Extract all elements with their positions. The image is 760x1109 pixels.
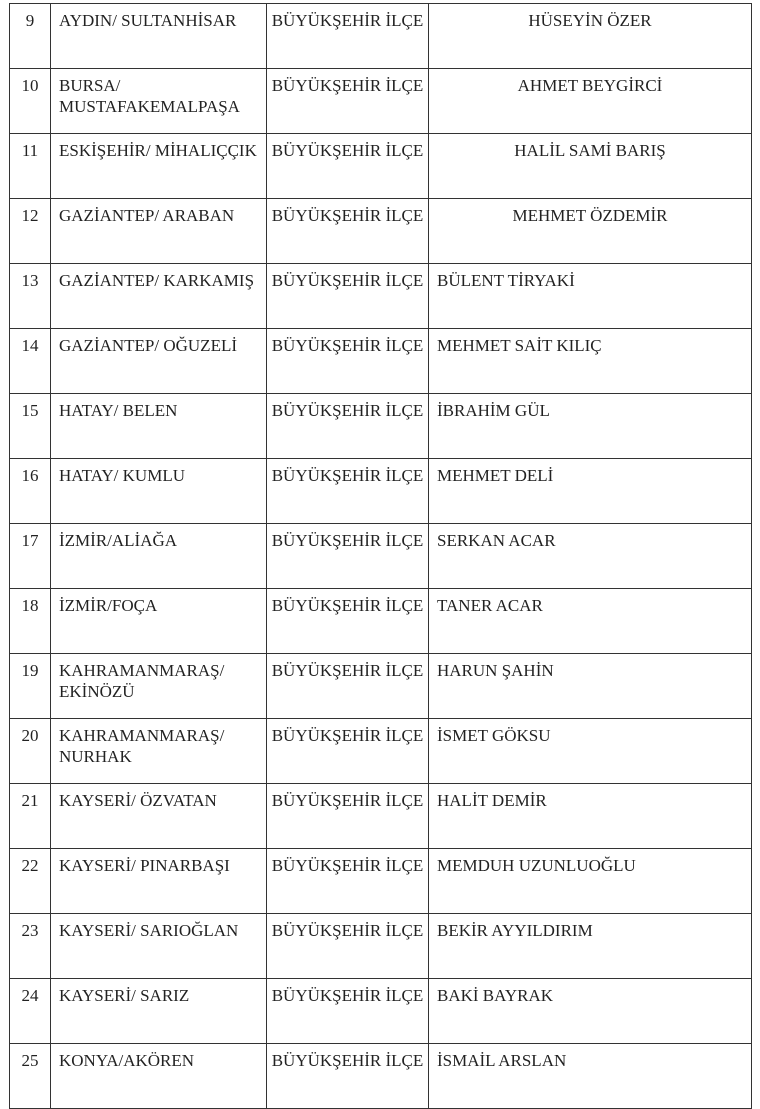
table-row: 12 GAZİANTEP/ ARABAN BÜYÜKŞEHİR İLÇE MEHMET… (9, 198, 752, 264)
place-cell: ESKİŞEHİR/ MİHALIÇÇIK (50, 133, 267, 199)
type-cell: BÜYÜKŞEHİR İLÇE (266, 263, 429, 329)
row-number: 12 (9, 198, 51, 264)
mayor-name-cell: İBRAHİM GÜL (428, 393, 752, 459)
place-cell: GAZİANTEP/ ARABAN (50, 198, 267, 264)
type-cell: BÜYÜKŞEHİR İLÇE (266, 198, 429, 264)
table-row: 16 HATAY/ KUMLU BÜYÜKŞEHİR İLÇE MEHMET DELİ (9, 458, 752, 524)
mayor-name-cell: HALİL SAMİ BARIŞ (428, 133, 752, 199)
table-row: 10 BURSA/ MUSTAFAKEMALPAŞA BÜYÜKŞEHİR İLÇE… (9, 68, 752, 134)
table-row: 21 KAYSERİ/ ÖZVATAN BÜYÜKŞEHİR İLÇE HALİT D… (9, 783, 752, 849)
row-number: 17 (9, 523, 51, 589)
type-cell: BÜYÜKŞEHİR İLÇE (266, 783, 429, 849)
row-number: 18 (9, 588, 51, 654)
table-row: 25 KONYA/AKÖREN BÜYÜKŞEHİR İLÇE İSMAİL ARSL… (9, 1043, 752, 1109)
type-cell: BÜYÜKŞEHİR İLÇE (266, 588, 429, 654)
type-cell: BÜYÜKŞEHİR İLÇE (266, 913, 429, 979)
mayor-name-cell: MEMDUH UZUNLUOĞLU (428, 848, 752, 914)
row-number: 15 (9, 393, 51, 459)
place-cell: AYDIN/ SULTANHİSAR (50, 3, 267, 69)
type-cell: BÜYÜKŞEHİR İLÇE (266, 133, 429, 199)
place-cell: GAZİANTEP/ OĞUZELİ (50, 328, 267, 394)
type-cell: BÜYÜKŞEHİR İLÇE (266, 328, 429, 394)
place-cell: BURSA/ MUSTAFAKEMALPAŞA (50, 68, 267, 134)
row-number: 23 (9, 913, 51, 979)
mayor-name-cell: BAKİ BAYRAK (428, 978, 752, 1044)
type-cell: BÜYÜKŞEHİR İLÇE (266, 68, 429, 134)
row-number: 13 (9, 263, 51, 329)
row-number: 14 (9, 328, 51, 394)
place-cell: KAYSERİ/ ÖZVATAN (50, 783, 267, 849)
type-cell: BÜYÜKŞEHİR İLÇE (266, 718, 429, 784)
place-cell: İZMİR/FOÇA (50, 588, 267, 654)
row-number: 25 (9, 1043, 51, 1109)
mayor-name-cell: TANER ACAR (428, 588, 752, 654)
mayor-name-cell: SERKAN ACAR (428, 523, 752, 589)
row-number: 21 (9, 783, 51, 849)
mayor-name-cell: İSMET GÖKSU (428, 718, 752, 784)
mayor-name-cell: MEHMET SAİT KILIÇ (428, 328, 752, 394)
place-cell: HATAY/ BELEN (50, 393, 267, 459)
mayor-name-cell: MEHMET DELİ (428, 458, 752, 524)
place-cell: HATAY/ KUMLU (50, 458, 267, 524)
mayor-name-cell: AHMET BEYGİRCİ (428, 68, 752, 134)
type-cell: BÜYÜKŞEHİR İLÇE (266, 3, 429, 69)
mayor-name-cell: BÜLENT TİRYAKİ (428, 263, 752, 329)
mayor-name-cell: HALİT DEMİR (428, 783, 752, 849)
table-row: 23 KAYSERİ/ SARIOĞLAN BÜYÜKŞEHİR İLÇE BEKİR… (9, 913, 752, 979)
table-row: 20 KAHRAMANMARAŞ/ NURHAK BÜYÜKŞEHİR İLÇE İS… (9, 718, 752, 784)
table-row: 14 GAZİANTEP/ OĞUZELİ BÜYÜKŞEHİR İLÇE MEHME… (9, 328, 752, 394)
place-cell: KONYA/AKÖREN (50, 1043, 267, 1109)
place-cell: KAHRAMANMARAŞ/ EKİNÖZÜ (50, 653, 267, 719)
table-body: 9 AYDIN/ SULTANHİSAR BÜYÜKŞEHİR İLÇE HÜSEYİ… (9, 3, 752, 1109)
place-cell: KAYSERİ/ SARIOĞLAN (50, 913, 267, 979)
type-cell: BÜYÜKŞEHİR İLÇE (266, 848, 429, 914)
place-cell: KAYSERİ/ PINARBAŞI (50, 848, 267, 914)
type-cell: BÜYÜKŞEHİR İLÇE (266, 523, 429, 589)
mayor-name-cell: MEHMET ÖZDEMİR (428, 198, 752, 264)
type-cell: BÜYÜKŞEHİR İLÇE (266, 978, 429, 1044)
row-number: 19 (9, 653, 51, 719)
type-cell: BÜYÜKŞEHİR İLÇE (266, 393, 429, 459)
table-row: 19 KAHRAMANMARAŞ/ EKİNÖZÜ BÜYÜKŞEHİR İLÇE H… (9, 653, 752, 719)
row-number: 22 (9, 848, 51, 914)
table-row: 13 GAZİANTEP/ KARKAMIŞ BÜYÜKŞEHİR İLÇE BÜLE… (9, 263, 752, 329)
place-cell: GAZİANTEP/ KARKAMIŞ (50, 263, 267, 329)
row-number: 24 (9, 978, 51, 1044)
mayor-name-cell: İSMAİL ARSLAN (428, 1043, 752, 1109)
place-cell: KAYSERİ/ SARIZ (50, 978, 267, 1044)
table-row: 22 KAYSERİ/ PINARBAŞI BÜYÜKŞEHİR İLÇE MEMDU… (9, 848, 752, 914)
row-number: 9 (9, 3, 51, 69)
mayors-table: 9 AYDIN/ SULTANHİSAR BÜYÜKŞEHİR İLÇE HÜSEYİ… (9, 3, 752, 1109)
type-cell: BÜYÜKŞEHİR İLÇE (266, 653, 429, 719)
mayor-name-cell: HARUN ŞAHİN (428, 653, 752, 719)
table-row: 24 KAYSERİ/ SARIZ BÜYÜKŞEHİR İLÇE BAKİ BAYR… (9, 978, 752, 1044)
mayor-name-cell: HÜSEYİN ÖZER (428, 3, 752, 69)
mayor-name-cell: BEKİR AYYILDIRIM (428, 913, 752, 979)
type-cell: BÜYÜKŞEHİR İLÇE (266, 458, 429, 524)
row-number: 16 (9, 458, 51, 524)
place-cell: KAHRAMANMARAŞ/ NURHAK (50, 718, 267, 784)
type-cell: BÜYÜKŞEHİR İLÇE (266, 1043, 429, 1109)
place-cell: İZMİR/ALİAĞA (50, 523, 267, 589)
table-row: 18 İZMİR/FOÇA BÜYÜKŞEHİR İLÇE TANER ACAR (9, 588, 752, 654)
table-row: 17 İZMİR/ALİAĞA BÜYÜKŞEHİR İLÇE SERKAN ACAR (9, 523, 752, 589)
table-row: 15 HATAY/ BELEN BÜYÜKŞEHİR İLÇE İBRAHİM GÜL (9, 393, 752, 459)
table-row: 11 ESKİŞEHİR/ MİHALIÇÇIK BÜYÜKŞEHİR İLÇE HA… (9, 133, 752, 199)
table-row: 9 AYDIN/ SULTANHİSAR BÜYÜKŞEHİR İLÇE HÜSEYİ… (9, 3, 752, 69)
row-number: 11 (9, 133, 51, 199)
row-number: 10 (9, 68, 51, 134)
row-number: 20 (9, 718, 51, 784)
